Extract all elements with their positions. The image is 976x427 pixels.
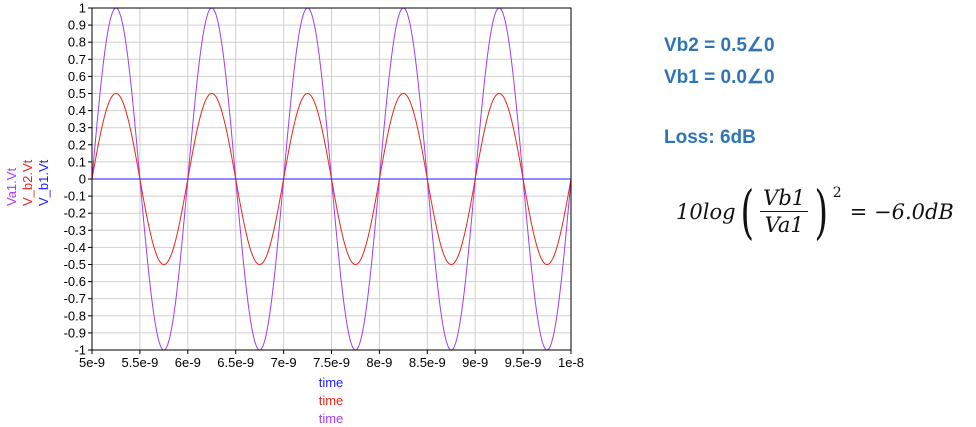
y-tick-label: -0.9 — [64, 325, 86, 340]
formula-left-paren: ( — [740, 178, 754, 246]
vb2-phasor: Vb2 = 0.5∠0 — [664, 35, 775, 56]
y-tick-label: 0.8 — [68, 35, 86, 50]
y-tick-label: 0.1 — [68, 154, 86, 169]
y-tick-label: 0.2 — [68, 137, 86, 152]
y-tick-label: 0.5 — [68, 86, 86, 101]
waveform-plot: 5e-9 5.5e-9 6e-9 6.5e-9 7e-9 7.5e-9 8e-9 8.5e-9… — [64, 1, 584, 371]
formula-result: = −6.0dB — [849, 200, 954, 224]
series-lines — [91, 7, 572, 351]
formula-fraction: Vb1 Va1 — [760, 188, 809, 237]
ylabel-vb1: V_b1.Vt — [36, 159, 51, 206]
vb1-phasor: Vb1 = 0.0∠0 — [664, 67, 775, 88]
y-tick-label: 0.3 — [68, 120, 86, 135]
y-tick-label: -0.5 — [64, 257, 86, 272]
x-tick-label: 6.5e-9 — [217, 355, 254, 370]
xlabel-text: time — [318, 411, 344, 426]
y-tick-label: -0.1 — [64, 189, 86, 204]
y-tick-label: 0.6 — [68, 69, 86, 84]
loss-formula: 10log ( Vb1 Va1 ) 2 = −6.0dB — [676, 183, 954, 241]
ylabel-vb2: V_b2.Vt — [20, 159, 35, 206]
x-tick-label: 6e-9 — [175, 355, 201, 370]
y-tick-label: -1 — [74, 343, 86, 358]
y-tick-label: 0 — [79, 172, 86, 187]
xlabel-text: time — [318, 393, 344, 408]
formula-right-paren: ) — [814, 178, 829, 246]
x-tick-label: 5.5e-9 — [121, 355, 158, 370]
formula-exponent: 2 — [832, 185, 842, 201]
x-tick-label: 9e-9 — [462, 355, 488, 370]
y-tick-label: 0.4 — [68, 103, 86, 118]
xlabel-text: time — [318, 375, 344, 390]
y-tick-label: -0.3 — [64, 223, 86, 238]
tick-labels: 5e-9 5.5e-9 6e-9 6.5e-9 7e-9 7.5e-9 8e-9 8.5e-9… — [64, 1, 584, 371]
x-tick-label: 8.5e-9 — [409, 355, 446, 370]
x-tick-label: 7e-9 — [271, 355, 297, 370]
loss-label: Loss: 6dB — [664, 127, 756, 148]
plot-frame — [91, 7, 572, 351]
x-tick-label: 5e-9 — [79, 355, 105, 370]
y-tick-label: -0.4 — [64, 240, 86, 255]
y-tick-label: 1 — [79, 1, 86, 16]
formula-coef: 10log — [676, 200, 736, 224]
x-tick-label: 7.5e-9 — [313, 355, 350, 370]
y-tick-label: 0.9 — [68, 18, 86, 33]
x-tick-label: 8e-9 — [366, 355, 392, 370]
y-tick-label: -0.2 — [64, 206, 86, 221]
y-tick-label: -0.8 — [64, 308, 86, 323]
x-tick-label: 9.5e-9 — [505, 355, 542, 370]
formula-denominator: Va1 — [764, 213, 804, 237]
y-tick-label: -0.6 — [64, 274, 86, 289]
y-tick-label: -0.7 — [64, 291, 86, 306]
ylabel-va1: Va1.Vt — [4, 167, 19, 206]
formula-numerator: Vb1 — [760, 188, 809, 212]
y-tick-label: 0.7 — [68, 52, 86, 67]
x-tick-label: 1e-8 — [558, 355, 584, 370]
